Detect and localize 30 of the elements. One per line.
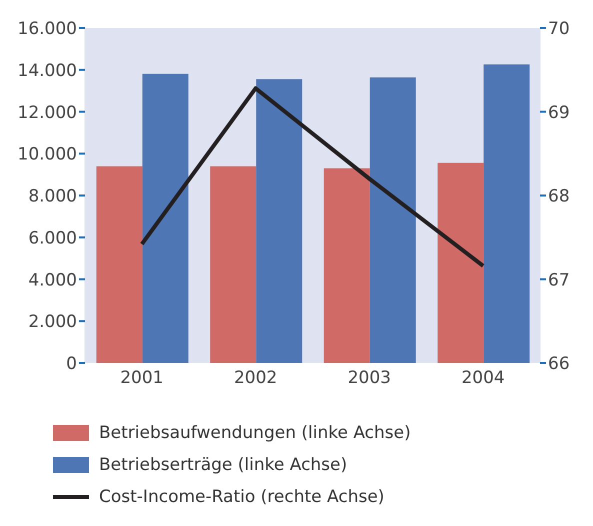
bar xyxy=(96,166,142,363)
x-tick-label: 2004 xyxy=(461,368,505,388)
legend-label: Betriebserträge (linke Achse) xyxy=(99,454,348,477)
y-tick-label: 4.000 xyxy=(28,270,77,290)
x-tick-label: 2003 xyxy=(348,368,392,388)
bar xyxy=(324,168,370,363)
legend-label: Betriebsaufwendungen (linke Achse) xyxy=(99,422,411,445)
line-series xyxy=(140,86,486,268)
bar xyxy=(256,79,302,363)
y-tick-label: 10.000 xyxy=(18,144,77,165)
legend-label: Cost-Income-Ratio (rechte Achse) xyxy=(99,486,384,509)
bar xyxy=(210,166,256,363)
bar xyxy=(484,64,530,363)
y-tick-label: 6.000 xyxy=(28,228,77,248)
bar xyxy=(438,162,484,363)
x-tick-label: 2002 xyxy=(234,368,278,388)
y2-tick-label: 68 xyxy=(548,186,570,207)
bar xyxy=(142,74,188,363)
y-tick-label: 0 xyxy=(66,354,77,374)
y2-tick-label: 70 xyxy=(548,19,570,40)
y-tick-label: 16.000 xyxy=(18,19,77,40)
y-tick-label: 8.000 xyxy=(28,186,77,207)
x-tick-label: 2001 xyxy=(120,368,164,388)
y2-tick-label: 66 xyxy=(548,354,570,374)
y2-tick-label: 69 xyxy=(548,102,570,123)
y-tick-label: 14.000 xyxy=(18,60,77,81)
y-tick-label: 2.000 xyxy=(28,312,77,332)
y-tick-label: 12.000 xyxy=(18,102,77,123)
y2-tick-label: 67 xyxy=(548,270,570,290)
bar xyxy=(370,77,416,363)
